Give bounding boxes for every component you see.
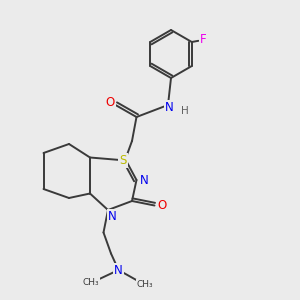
Text: O: O	[106, 95, 115, 109]
Text: S: S	[119, 154, 127, 167]
Text: N: N	[108, 209, 117, 223]
Text: O: O	[158, 199, 166, 212]
Text: CH₃: CH₃	[82, 278, 99, 287]
Text: F: F	[200, 33, 206, 46]
Text: H: H	[181, 106, 188, 116]
Text: N: N	[140, 173, 148, 187]
Text: N: N	[165, 101, 174, 114]
Text: CH₃: CH₃	[136, 280, 153, 289]
Text: N: N	[114, 263, 123, 277]
